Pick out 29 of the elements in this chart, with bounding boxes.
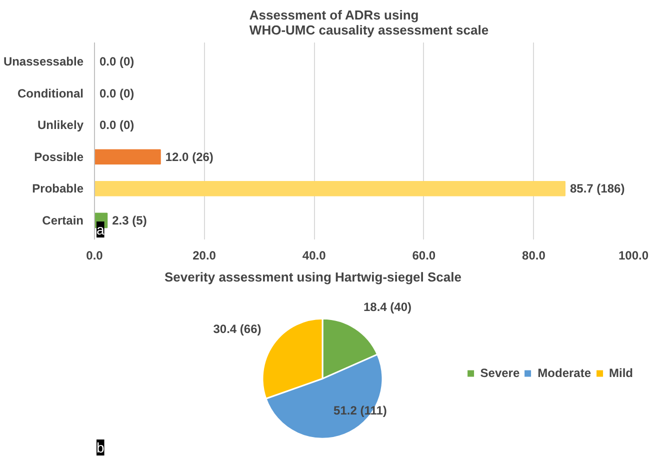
x-tick-label: 0.0 (86, 248, 104, 262)
y-tick-label: Probable (32, 182, 84, 196)
chart-title: Assessment of ADRs using WHO-UMC causality assessment scale (249, 8, 489, 38)
data-label: 0.0 (0) (100, 86, 134, 100)
legend-label: Severe (480, 366, 520, 380)
x-tick-label: 40.0 (302, 248, 326, 262)
data-label: 12.0 (26) (165, 150, 214, 164)
x-tick-label: 60.0 (412, 248, 436, 262)
data-label: 30.4 (66) (213, 322, 262, 336)
x-tick-label: 100.0 (618, 248, 649, 262)
bar (94, 181, 566, 196)
y-tick-label: Conditional (18, 86, 84, 100)
legend-label: Moderate (538, 366, 591, 380)
data-label: 2.3 (5) (112, 213, 147, 228)
y-tick-label: Unlikely (37, 118, 84, 132)
y-tick-label: Certain (42, 213, 84, 228)
data-label: 18.4 (40) (363, 300, 412, 314)
data-label: 85.7 (186) (570, 182, 625, 196)
x-tick-label: 20.0 (192, 248, 216, 262)
text: b (96, 440, 104, 456)
y-tick-label: Unassessable (3, 54, 84, 69)
legend-label: Mild (609, 366, 633, 380)
x-tick-label: 80.0 (522, 248, 546, 262)
data-label: 0.0 (0) (100, 54, 134, 69)
bar (94, 149, 161, 165)
chart-title: Severity assessment using Hartwig-siegel Scale (164, 270, 462, 284)
annotation: a (96, 222, 104, 238)
data-label: 0.0 (0) (100, 118, 134, 132)
y-tick-label: Possible (34, 150, 84, 164)
